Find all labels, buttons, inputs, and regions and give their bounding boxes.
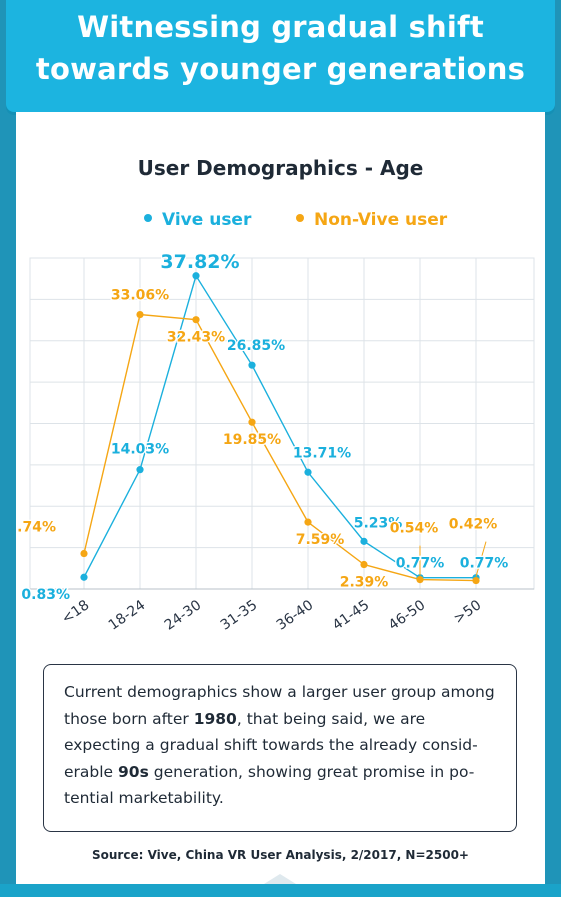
data-point-non-vive <box>472 576 480 585</box>
bottom-notch <box>264 874 296 884</box>
series-line-vive <box>83 274 476 579</box>
data-label-vive: 13.71% <box>293 445 351 461</box>
x-tick-label: 24-30 <box>162 597 205 633</box>
line-chart: <18 18-24 24-30 31-35 36-40 41-45 46-50 >500.83… <box>16 250 535 634</box>
data-point-vive <box>136 466 144 474</box>
data-label-non-vive: 19.85% <box>223 432 281 448</box>
source-note: Source: Vive, China VR User Analysis, 2/… <box>92 848 469 862</box>
data-point-vive <box>360 537 368 545</box>
legend-label-non-vive: Non-Vive user <box>314 210 448 230</box>
description-part-4: generation, showing great promise in po-… <box>64 762 475 808</box>
data-point-vive <box>192 272 200 280</box>
data-label-non-vive: 0.54% <box>390 521 439 537</box>
data-label-vive: 0.77% <box>460 556 509 572</box>
data-label-vive: 37.82% <box>160 251 239 273</box>
data-label-non-vive: 32.43% <box>167 330 225 346</box>
x-tick-label: 46-50 <box>386 597 429 633</box>
data-point-non-vive <box>304 518 312 526</box>
data-label-vive: 26.85% <box>227 338 285 354</box>
data-point-vive <box>248 361 256 369</box>
data-label-non-vive: 2.39% <box>340 575 389 591</box>
data-label-non-vive: 33.06% <box>111 288 169 304</box>
data-point-non-vive <box>416 575 424 584</box>
data-label-vive: 0.77% <box>396 556 445 572</box>
data-point-non-vive <box>360 560 368 569</box>
chart-title: User Demographics - Age <box>137 156 424 180</box>
legend-dot-non-vive <box>296 214 304 222</box>
data-label-non-vive: 7.59% <box>296 532 345 548</box>
data-point-vive <box>80 573 88 581</box>
x-tick-label: 36-40 <box>274 597 317 633</box>
data-point-vive <box>304 468 312 476</box>
description-part-3: 90s <box>118 762 149 781</box>
data-label-vive: 5.23% <box>354 515 403 531</box>
page-title: Witnessing gradual shift towards younger… <box>35 10 526 86</box>
data-label-non-vive: 0.42% <box>449 517 498 533</box>
legend-item-vive: Vive user <box>144 210 251 230</box>
header-banner: Witnessing gradual shift towards younger… <box>6 0 555 112</box>
data-point-non-vive <box>192 316 200 324</box>
data-label-non-vive: 3.74% <box>16 520 56 536</box>
series-line-non-vive <box>83 313 477 582</box>
x-tick-label: 41-45 <box>330 597 373 633</box>
content-card: User Demographics - Age Vive user Non-Vi… <box>16 112 545 884</box>
x-tick-label: >50 <box>451 597 484 627</box>
legend-label-vive: Vive user <box>162 210 252 230</box>
bottom-bar <box>0 884 561 897</box>
label-leader-line <box>475 541 487 577</box>
description-part-0: Current demographics show a larger user … <box>64 683 495 728</box>
x-tick-label: 31-35 <box>218 597 261 633</box>
x-tick-label: 18-24 <box>106 597 149 633</box>
data-label-vive: 14.03% <box>111 442 169 458</box>
description-box: Current demographics show a larger user … <box>43 664 517 832</box>
description-part-2: , that being said, we are expecting a gr… <box>64 709 478 781</box>
legend-item-non-vive: Non-Vive user <box>296 210 447 230</box>
data-point-non-vive <box>136 310 144 319</box>
data-label-vive: 0.83% <box>21 587 70 603</box>
description-part-1: 1980 <box>193 709 237 728</box>
data-point-non-vive <box>248 418 256 426</box>
data-point-non-vive <box>80 549 88 558</box>
legend-dot-vive <box>144 214 152 222</box>
